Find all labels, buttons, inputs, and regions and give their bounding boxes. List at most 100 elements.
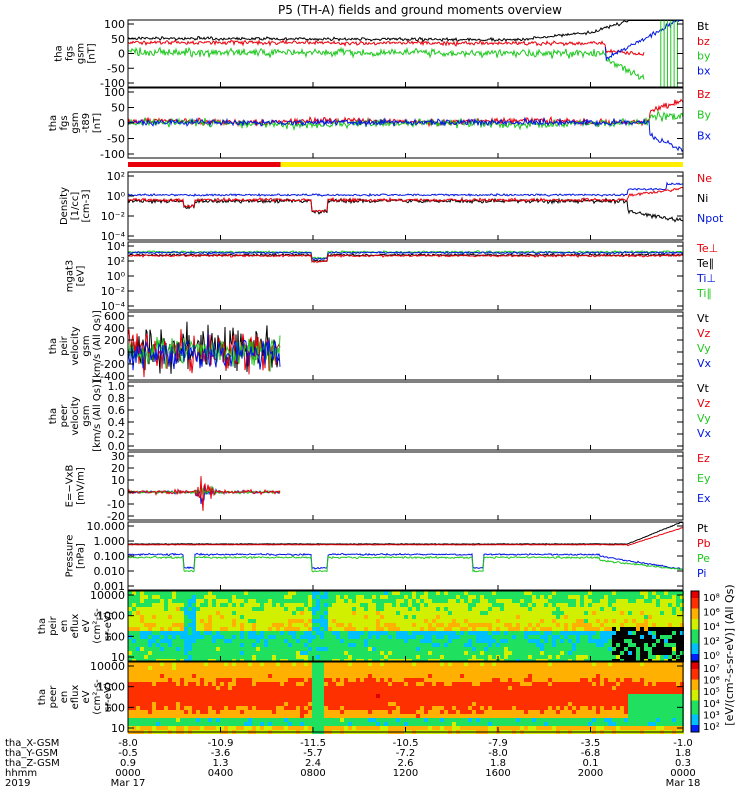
ion-spectrogram-cell — [316, 655, 320, 659]
ion-spectrogram-cell — [472, 651, 476, 655]
electron-spectrogram-cell — [552, 718, 556, 722]
ion-spectrogram-cell — [200, 639, 204, 643]
electron-spectrogram-cell — [276, 674, 280, 678]
ion-spectrogram-cell — [168, 627, 172, 631]
electron-spectrogram-cell — [420, 714, 424, 718]
electron-spectrogram-cell — [320, 678, 324, 682]
ion-spectrogram-cell — [364, 607, 368, 611]
electron-spectrogram-cell — [444, 702, 448, 706]
electron-spectrogram-cell — [616, 706, 620, 710]
ion-spectrogram-cell — [268, 627, 272, 631]
ion-spectrogram-cell — [224, 599, 228, 603]
ion-spectrogram-cell — [448, 651, 452, 655]
electron-spectrogram-cell — [584, 698, 588, 702]
ion-spectrogram-cell — [536, 647, 540, 651]
ion-spectrogram-cell — [404, 631, 408, 635]
electron-spectrogram-cell — [524, 686, 528, 690]
electron-spectrogram-cell — [592, 706, 596, 710]
electron-spectrogram-cell — [628, 662, 632, 666]
ion-spectrogram-cell — [384, 631, 388, 635]
ion-spectrogram-cell — [540, 651, 544, 655]
electron-spectrogram-cell — [528, 718, 532, 722]
electron-spectrogram-cell — [216, 710, 220, 714]
electron-spectrogram-cell — [664, 690, 668, 694]
electron-spectrogram-cell — [548, 718, 552, 722]
electron-spectrogram-cell — [308, 666, 312, 670]
ion-spectrogram-cell — [292, 627, 296, 631]
ion-spectrogram-cell — [376, 639, 380, 643]
ion-spectrogram-cell — [164, 591, 168, 595]
ion-spectrogram-cell — [472, 631, 476, 635]
electron-spectrogram-cell — [560, 706, 564, 710]
electron-spectrogram-cell — [600, 686, 604, 690]
ion-spectrogram-cell — [136, 639, 140, 643]
ion-spectrogram-cell — [416, 635, 420, 639]
electron-spectrogram-cell — [368, 670, 372, 674]
electron-spectrogram-cell — [132, 714, 136, 718]
electron-spectrogram-cell — [300, 678, 304, 682]
electron-spectrogram-cell — [564, 726, 568, 730]
ion-spectrogram-cell — [324, 651, 328, 655]
ion-spectrogram-cell — [444, 615, 448, 619]
electron-spectrogram-cell — [388, 690, 392, 694]
electron-spectrogram-cell — [236, 662, 240, 666]
ion-spectrogram-cell — [668, 619, 672, 623]
ion-spectrogram-cell — [252, 615, 256, 619]
ion-spectrogram-cell — [340, 607, 344, 611]
ion-spectrogram-cell — [196, 595, 200, 599]
ion-spectrogram-cell — [328, 631, 332, 635]
ion-spectrogram-cell — [224, 655, 228, 659]
ion-spectrogram-cell — [652, 603, 656, 607]
ion-spectrogram-cell — [484, 603, 488, 607]
electron-spectrogram-cell — [264, 722, 268, 726]
ion-spectrogram-cell — [452, 595, 456, 599]
electron-spectrogram-cell — [236, 714, 240, 718]
electron-spectrogram-cell — [512, 670, 516, 674]
electron-spectrogram-cell — [536, 678, 540, 682]
electron-spectrogram-cell — [164, 710, 168, 714]
electron-spectrogram-cell — [504, 666, 508, 670]
ion-spectrogram-cell — [620, 623, 624, 627]
ion-spectrogram-cell — [632, 635, 636, 639]
ion-spectrogram-cell — [428, 639, 432, 643]
ion-spectrogram-cell — [572, 595, 576, 599]
ion-spectrogram-cell — [436, 639, 440, 643]
ion-spectrogram-cell — [624, 655, 628, 659]
ion-spectrogram-cell — [472, 607, 476, 611]
ion-spectrogram-cell — [588, 599, 592, 603]
electron-spectrogram-cell — [256, 678, 260, 682]
ion-spectrogram-cell — [544, 623, 548, 627]
electron-spectrogram-cell — [648, 714, 652, 718]
ion-spectrogram-cell — [336, 607, 340, 611]
electron-spectrogram-cell — [504, 682, 508, 686]
ion-spectrogram-cell — [316, 619, 320, 623]
electron-spectrogram-cell — [564, 718, 568, 722]
ion-spectrogram-cell — [456, 651, 460, 655]
ion-spectrogram-cell — [560, 655, 564, 659]
ion-spectrogram-cell — [360, 623, 364, 627]
ion-spectrogram-cell — [520, 591, 524, 595]
electron-spectrogram-cell — [508, 710, 512, 714]
electron-spectrogram-cell — [476, 666, 480, 670]
electron-spectrogram-cell — [408, 706, 412, 710]
ion-spectrogram-cell — [248, 611, 252, 615]
electron-spectrogram-cell — [436, 714, 440, 718]
electron-spectrogram-cell — [520, 702, 524, 706]
electron-spectrogram-cell — [548, 662, 552, 666]
ion-spectrogram-cell — [156, 619, 160, 623]
ion-spectrogram-cell — [512, 619, 516, 623]
ion-spectrogram-cell — [524, 651, 528, 655]
ion-spectrogram-cell — [636, 591, 640, 595]
ion-spectrogram-cell — [324, 647, 328, 651]
electron-spectrogram-cell — [212, 662, 216, 666]
ion-spectrogram-cell — [640, 615, 644, 619]
ion-spectrogram-cell — [272, 603, 276, 607]
ion-spectrogram-cell — [236, 607, 240, 611]
ion-spectrogram-cell — [444, 639, 448, 643]
ion-spectrogram-cell — [180, 611, 184, 615]
ion-spectrogram-cell — [348, 607, 352, 611]
ion-spectrogram-cell — [604, 631, 608, 635]
electron-spectrogram-cell — [332, 662, 336, 666]
ion-spectrogram-cell — [408, 595, 412, 599]
electron-spectrogram-cell — [332, 706, 336, 710]
